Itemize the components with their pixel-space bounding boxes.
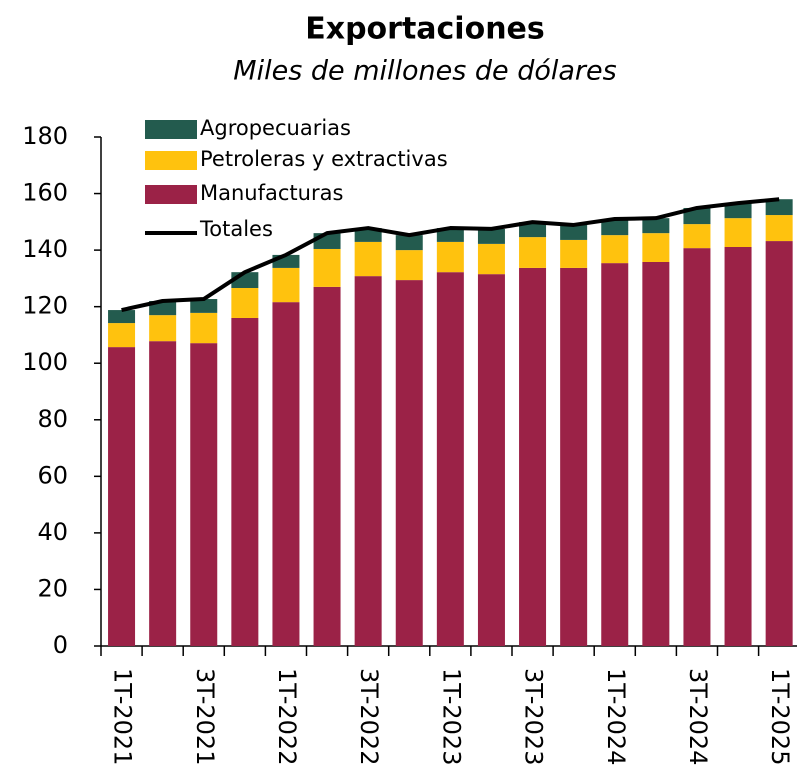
- bar-segment: [642, 218, 670, 234]
- legend-swatch: [145, 185, 197, 204]
- bar-segment: [724, 218, 752, 248]
- bar-segment: [149, 341, 177, 646]
- x-tick-label: 1T-2021: [109, 668, 137, 765]
- bar-segment: [683, 248, 711, 647]
- bar-segment: [683, 224, 711, 249]
- bar-segment: [601, 235, 629, 264]
- bar-segment: [395, 235, 423, 251]
- y-tick-label: 20: [37, 574, 68, 602]
- bar-segment: [724, 247, 752, 646]
- x-tick-label: 1T-2025: [766, 668, 794, 765]
- bar-segment: [477, 274, 505, 646]
- bar-segment: [683, 207, 711, 225]
- bar-segment: [601, 263, 629, 646]
- y-tick-label: 120: [22, 292, 68, 320]
- total-line: [121, 197, 780, 313]
- bar-segment: [436, 228, 464, 242]
- bar-segment: [149, 315, 177, 342]
- y-tick-label: 80: [37, 405, 68, 433]
- x-tick-label: 3T-2024: [684, 668, 712, 765]
- bar-segment: [190, 343, 218, 646]
- x-tick-label: 3T-2021: [191, 668, 219, 765]
- bar-segment: [313, 233, 341, 249]
- bar-segment: [313, 248, 341, 287]
- legend-label: Manufacturas: [200, 181, 343, 205]
- bar-segment: [765, 241, 793, 646]
- y-tick-label: 60: [37, 461, 68, 489]
- bar-segment: [724, 203, 752, 219]
- legend-swatch: [145, 120, 197, 139]
- bar-segment: [108, 347, 136, 646]
- legend-swatch: [145, 151, 197, 170]
- bar-segment: [519, 237, 547, 268]
- bar-segment: [149, 301, 177, 316]
- bar-segment: [519, 222, 547, 238]
- bar-segment: [354, 276, 382, 646]
- y-tick-label: 100: [22, 348, 68, 376]
- bar-segment: [519, 267, 547, 646]
- y-tick-label: 0: [53, 631, 68, 659]
- bar-segment: [190, 299, 218, 313]
- bar-segment: [436, 272, 464, 646]
- bar-segment: [313, 286, 341, 646]
- y-tick-label: 180: [22, 122, 68, 150]
- bar-segment: [231, 288, 259, 318]
- bar-segment: [642, 233, 670, 262]
- bar-segment: [477, 243, 505, 275]
- legend-label: Agropecuarias: [200, 116, 351, 140]
- bar-segment: [560, 267, 588, 646]
- bar-segment: [108, 310, 136, 324]
- bar-segment: [395, 280, 423, 646]
- bar-segment: [354, 228, 382, 242]
- bar-segment: [354, 241, 382, 277]
- bar-segment: [642, 261, 670, 646]
- legend-label: Petroleras y extractivas: [200, 147, 448, 171]
- bar-segment: [108, 323, 136, 348]
- y-tick-label: 140: [22, 235, 68, 263]
- x-tick-label: 3T-2022: [355, 668, 383, 765]
- bar-segment: [272, 302, 300, 646]
- bar-segment: [395, 250, 423, 281]
- bar-segment: [477, 228, 505, 244]
- bar-segment: [436, 241, 464, 273]
- bar-segment: [190, 312, 218, 344]
- bar-segment: [231, 317, 259, 646]
- chart-title: Exportaciones: [305, 12, 545, 47]
- y-tick-label: 160: [22, 179, 68, 207]
- bar-segment: [765, 215, 793, 242]
- legend-label: Totales: [199, 217, 273, 241]
- bar-segment: [560, 239, 588, 268]
- bar-segment: [601, 219, 629, 236]
- chart-subtitle: Miles de millones de dólares: [233, 56, 616, 87]
- x-tick-label: 1T-2023: [437, 668, 465, 765]
- y-tick-label: 40: [37, 518, 68, 546]
- x-tick-label: 1T-2024: [602, 668, 630, 765]
- bar-segment: [560, 224, 588, 240]
- bar-segment: [272, 267, 300, 303]
- bar-segment: [765, 199, 793, 216]
- x-tick-label: 3T-2023: [520, 668, 548, 765]
- x-tick-label: 1T-2022: [273, 668, 301, 765]
